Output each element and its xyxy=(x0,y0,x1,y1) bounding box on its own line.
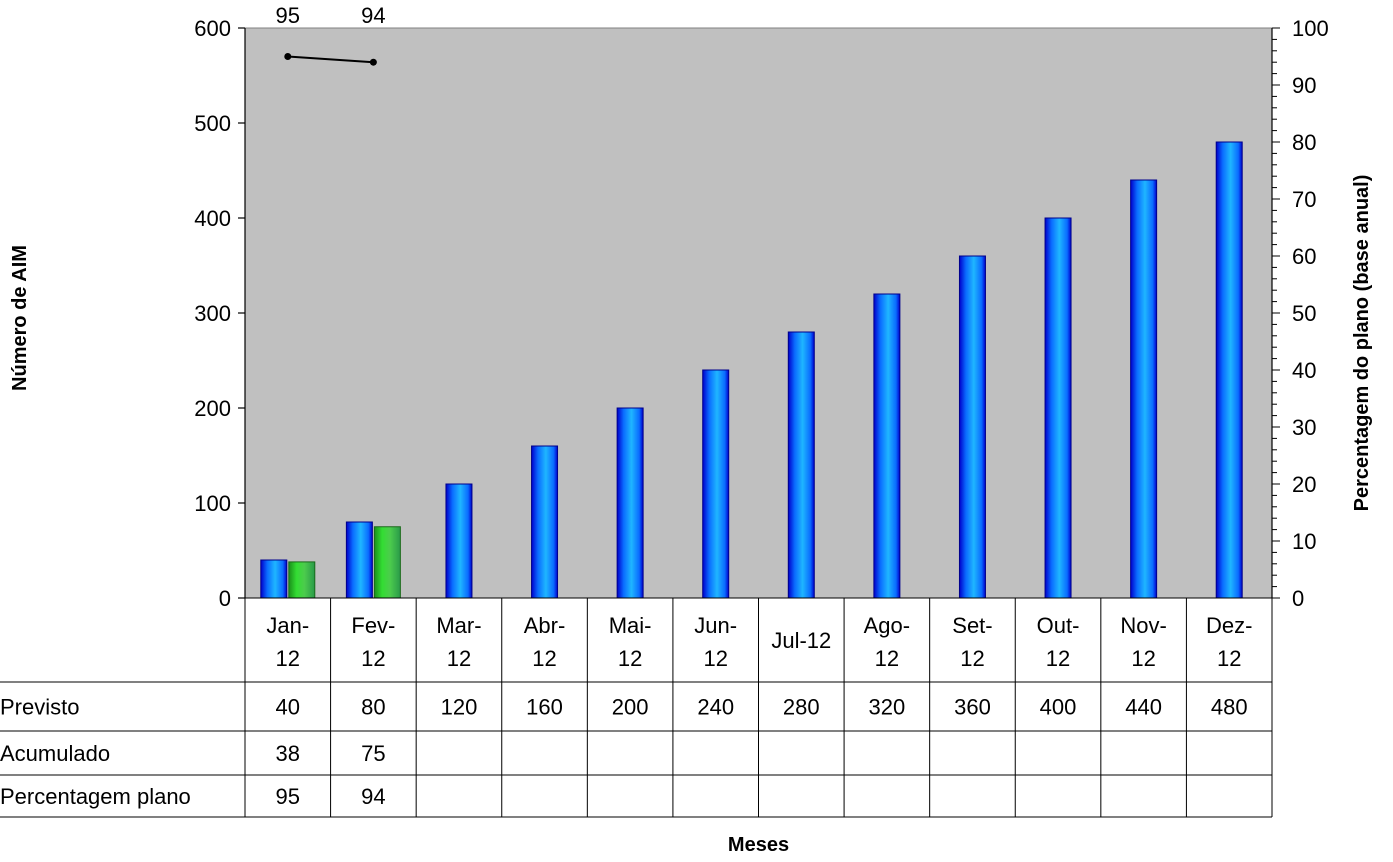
line-point xyxy=(369,58,377,66)
bar-previsto xyxy=(1215,141,1243,599)
table-row-label: Previsto xyxy=(0,695,79,720)
category-label: 12 xyxy=(1217,646,1241,671)
y-right-tick-label: 80 xyxy=(1292,130,1316,155)
table-cell: 360 xyxy=(954,695,991,720)
table-cell: 120 xyxy=(441,695,478,720)
y-left-tick-label: 600 xyxy=(194,16,231,41)
table-cell: 40 xyxy=(276,695,300,720)
y-left-tick-label: 400 xyxy=(194,206,231,231)
category-label: Mar- xyxy=(436,613,481,638)
table-cell: 240 xyxy=(697,695,734,720)
category-label: Abr- xyxy=(524,613,566,638)
line-point xyxy=(284,53,292,60)
x-axis-title: Meses xyxy=(728,834,789,856)
y-right-tick-label: 30 xyxy=(1292,415,1316,440)
y-left-tick-label: 100 xyxy=(194,491,231,516)
y-left-tick-label: 500 xyxy=(194,111,231,136)
plot-area xyxy=(244,27,1273,599)
line-data-label: 95 xyxy=(276,3,300,28)
bar-previsto xyxy=(958,255,986,599)
category-label: 12 xyxy=(875,646,899,671)
y-left-axis-title: Número de AIM xyxy=(9,245,31,391)
category-label: Jan- xyxy=(266,613,309,638)
category-label: 12 xyxy=(361,646,385,671)
category-label: Ago- xyxy=(864,613,910,638)
line-data-label: 94 xyxy=(361,3,385,28)
category-label: 12 xyxy=(960,646,984,671)
y-right-tick-label: 100 xyxy=(1292,16,1329,41)
y-right-tick-label: 20 xyxy=(1292,472,1316,497)
category-label: Nov- xyxy=(1120,613,1166,638)
category-label: 12 xyxy=(1046,646,1070,671)
y-left-tick-label: 200 xyxy=(194,396,231,421)
y-left-tick-label: 0 xyxy=(219,586,231,611)
y-right-tick-label: 90 xyxy=(1292,73,1316,98)
category-label: 12 xyxy=(276,646,300,671)
table-row-label: Percentagem plano xyxy=(0,784,191,809)
bar-previsto xyxy=(260,559,288,599)
table-cell: 80 xyxy=(361,695,385,720)
y-right-tick-label: 10 xyxy=(1292,529,1316,554)
y-left-tick-label: 300 xyxy=(194,301,231,326)
category-label: 12 xyxy=(1131,646,1155,671)
bar-previsto xyxy=(1130,179,1158,599)
category-label: Out- xyxy=(1037,613,1080,638)
bar-previsto xyxy=(616,407,644,599)
table-cell: 200 xyxy=(612,695,649,720)
category-label: 12 xyxy=(532,646,556,671)
category-label: Fev- xyxy=(351,613,395,638)
bar-acumulado xyxy=(288,561,316,599)
y-right-tick-label: 50 xyxy=(1292,301,1316,326)
table-row-label: Acumulado xyxy=(0,741,110,766)
bar-previsto xyxy=(531,445,559,599)
y-right-tick-label: 0 xyxy=(1292,586,1304,611)
table-cell: 480 xyxy=(1211,695,1248,720)
bar-previsto xyxy=(1044,217,1072,599)
y-right-tick-label: 40 xyxy=(1292,358,1316,383)
table-cell: 75 xyxy=(361,741,385,766)
bar-previsto xyxy=(873,293,901,599)
bar-previsto xyxy=(345,521,373,599)
table-cell: 400 xyxy=(1040,695,1077,720)
y-right-tick-label: 60 xyxy=(1292,244,1316,269)
table-cell: 320 xyxy=(869,695,906,720)
table-cell: 160 xyxy=(526,695,563,720)
table-cell: 38 xyxy=(276,741,300,766)
table-cell: 95 xyxy=(276,784,300,809)
category-label: Mai- xyxy=(609,613,652,638)
category-label: 12 xyxy=(703,646,727,671)
category-label: Set- xyxy=(952,613,992,638)
bar-acumulado xyxy=(373,526,401,599)
bar-previsto xyxy=(702,369,730,599)
category-label: Jun- xyxy=(694,613,737,638)
category-label: 12 xyxy=(618,646,642,671)
y-right-tick-label: 70 xyxy=(1292,187,1316,212)
category-label: Dez- xyxy=(1206,613,1252,638)
category-label: 12 xyxy=(447,646,471,671)
bar-previsto xyxy=(787,331,815,599)
table-cell: 280 xyxy=(783,695,820,720)
line-percentagem xyxy=(287,55,374,64)
category-label: Jul-12 xyxy=(771,628,831,653)
bar-previsto xyxy=(445,483,473,599)
y-right-axis-title: Percentagem do plano (base anual) xyxy=(1351,175,1373,512)
table-cell: 440 xyxy=(1125,695,1162,720)
table-cell: 94 xyxy=(361,784,385,809)
